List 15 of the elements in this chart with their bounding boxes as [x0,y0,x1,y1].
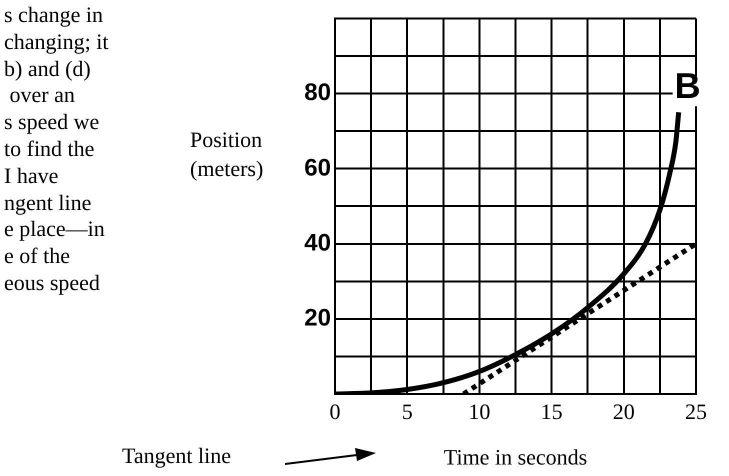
x-axis-title: Time in seconds [444,444,588,470]
text: Tangent line [122,443,232,469]
annotation: B [674,65,701,106]
y-tick-label: 20 [304,304,331,332]
y-tick-label: 80 [304,79,331,106]
x-tick-label: 0 [330,398,340,424]
x-tick-label: 25 [685,398,707,424]
y-axis-title: Position (meters) [190,126,264,183]
y-tick-label: 60 [304,154,331,182]
y-tick-label: 40 [304,229,331,256]
x-tick-label: 10 [468,398,490,424]
x-tick-label: 5 [402,398,413,424]
x-tick-label: 20 [612,398,635,424]
text: s change in changing; it b) and (d) over an s speed we to find the I have ngent line e place—in e of the eous speed [4,2,108,295]
x-tick-label: 15 [540,398,563,424]
